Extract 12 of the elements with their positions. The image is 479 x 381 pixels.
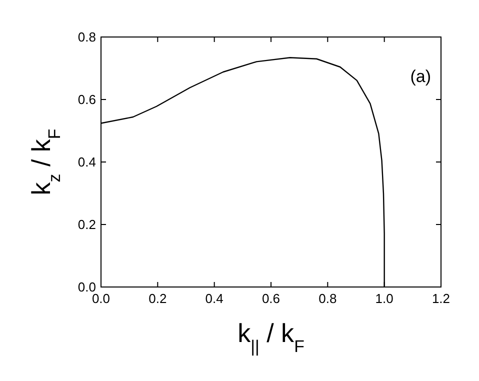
y-tick-label: 0.8	[78, 30, 96, 44]
y-tick-label: 0.2	[78, 217, 96, 232]
x-tick-label: 1.0	[375, 291, 394, 306]
y-tick-label: 0.6	[78, 92, 96, 107]
annotation: (a)	[410, 67, 431, 86]
x-tick-label: 0.6	[262, 291, 280, 306]
x-tick-label: 1.2	[432, 291, 450, 306]
x-axis-title: k$_{||}$ / k$_{F}$	[238, 318, 304, 356]
x-tick-label: 0.8	[318, 291, 337, 306]
x-tick-label: 0.4	[205, 291, 224, 306]
y-tick-label: 0.4	[78, 154, 96, 170]
x-tick-label: 0.2	[148, 291, 167, 306]
